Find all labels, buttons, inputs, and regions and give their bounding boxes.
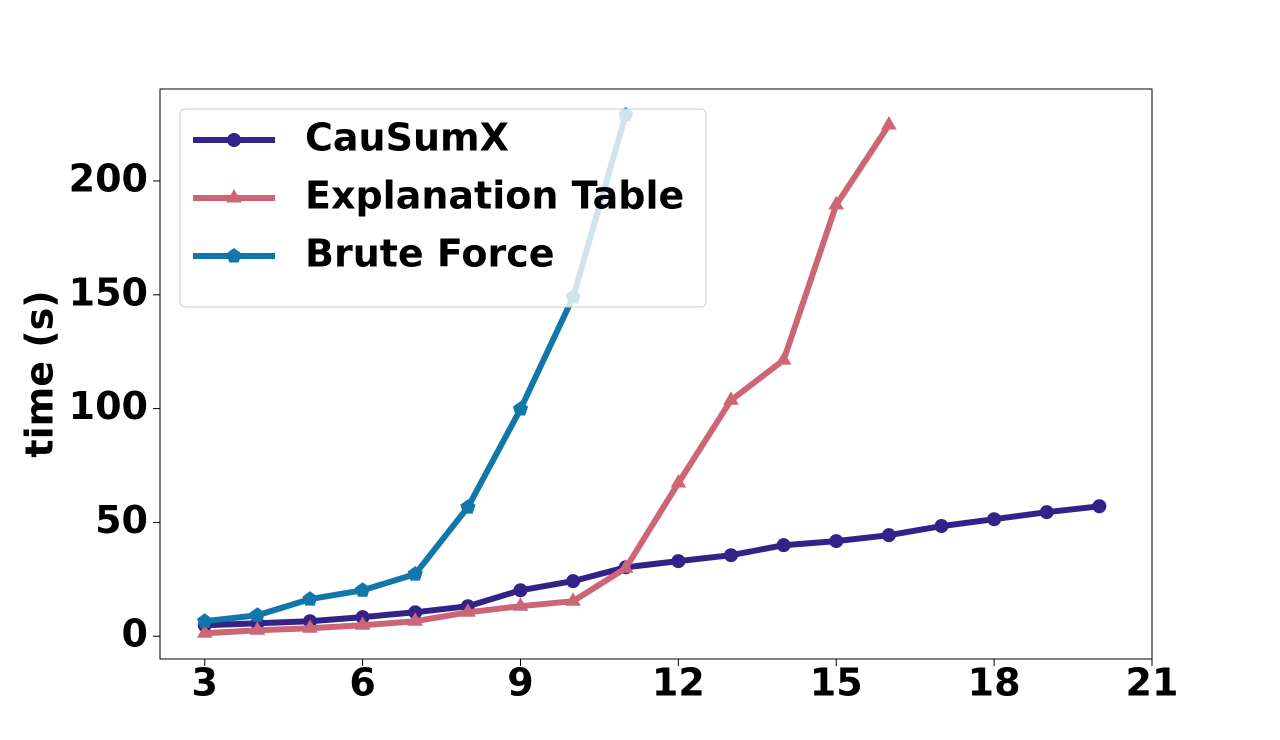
marker [226, 189, 242, 203]
marker [881, 116, 897, 130]
x-tick-label: 12 [652, 661, 705, 705]
marker [775, 351, 792, 365]
y-tick-label: 100 [69, 384, 148, 428]
marker [407, 566, 423, 581]
marker [776, 538, 791, 553]
marker [249, 607, 265, 622]
y-axis-label: time (s) [18, 290, 62, 457]
marker [881, 528, 896, 543]
legend-box [179, 108, 707, 308]
line [204, 123, 892, 637]
y-tick-label: 200 [69, 156, 148, 200]
marker [617, 559, 634, 573]
marker [354, 616, 371, 630]
marker [407, 612, 423, 626]
marker [1092, 499, 1107, 514]
marker [723, 391, 739, 405]
x-tick-label: 6 [349, 661, 375, 705]
marker [302, 619, 318, 633]
marker [828, 195, 844, 210]
y-tick-label: 150 [69, 270, 148, 314]
y-tick-label: 50 [95, 498, 148, 542]
marker [934, 519, 949, 534]
marker [829, 534, 844, 549]
marker [566, 574, 581, 589]
marker [670, 474, 687, 488]
marker [460, 603, 476, 617]
y-tick-label: 0 [122, 612, 148, 656]
marker [723, 548, 738, 563]
marker [197, 613, 213, 628]
marker [249, 621, 266, 635]
marker [513, 583, 528, 598]
line [204, 503, 1100, 629]
marker [565, 592, 581, 606]
x-tick-label: 21 [1126, 661, 1179, 705]
legend-label: Explanation Table [305, 174, 684, 218]
x-tick-label: 3 [192, 661, 218, 705]
marker [987, 512, 1002, 527]
x-tick-label: 18 [968, 661, 1021, 705]
x-tick-label: 9 [507, 661, 533, 705]
legend-label: CauSumX [305, 116, 509, 160]
marker [355, 582, 371, 597]
legend-label: Brute Force [305, 232, 555, 276]
marker [196, 624, 213, 638]
marker [512, 401, 529, 416]
marker [671, 554, 686, 569]
marker [460, 499, 476, 514]
marker [302, 591, 318, 606]
marker [512, 597, 529, 611]
x-tick-label: 15 [810, 661, 863, 705]
marker [1039, 505, 1054, 520]
marker [226, 248, 242, 263]
marker [227, 133, 241, 147]
